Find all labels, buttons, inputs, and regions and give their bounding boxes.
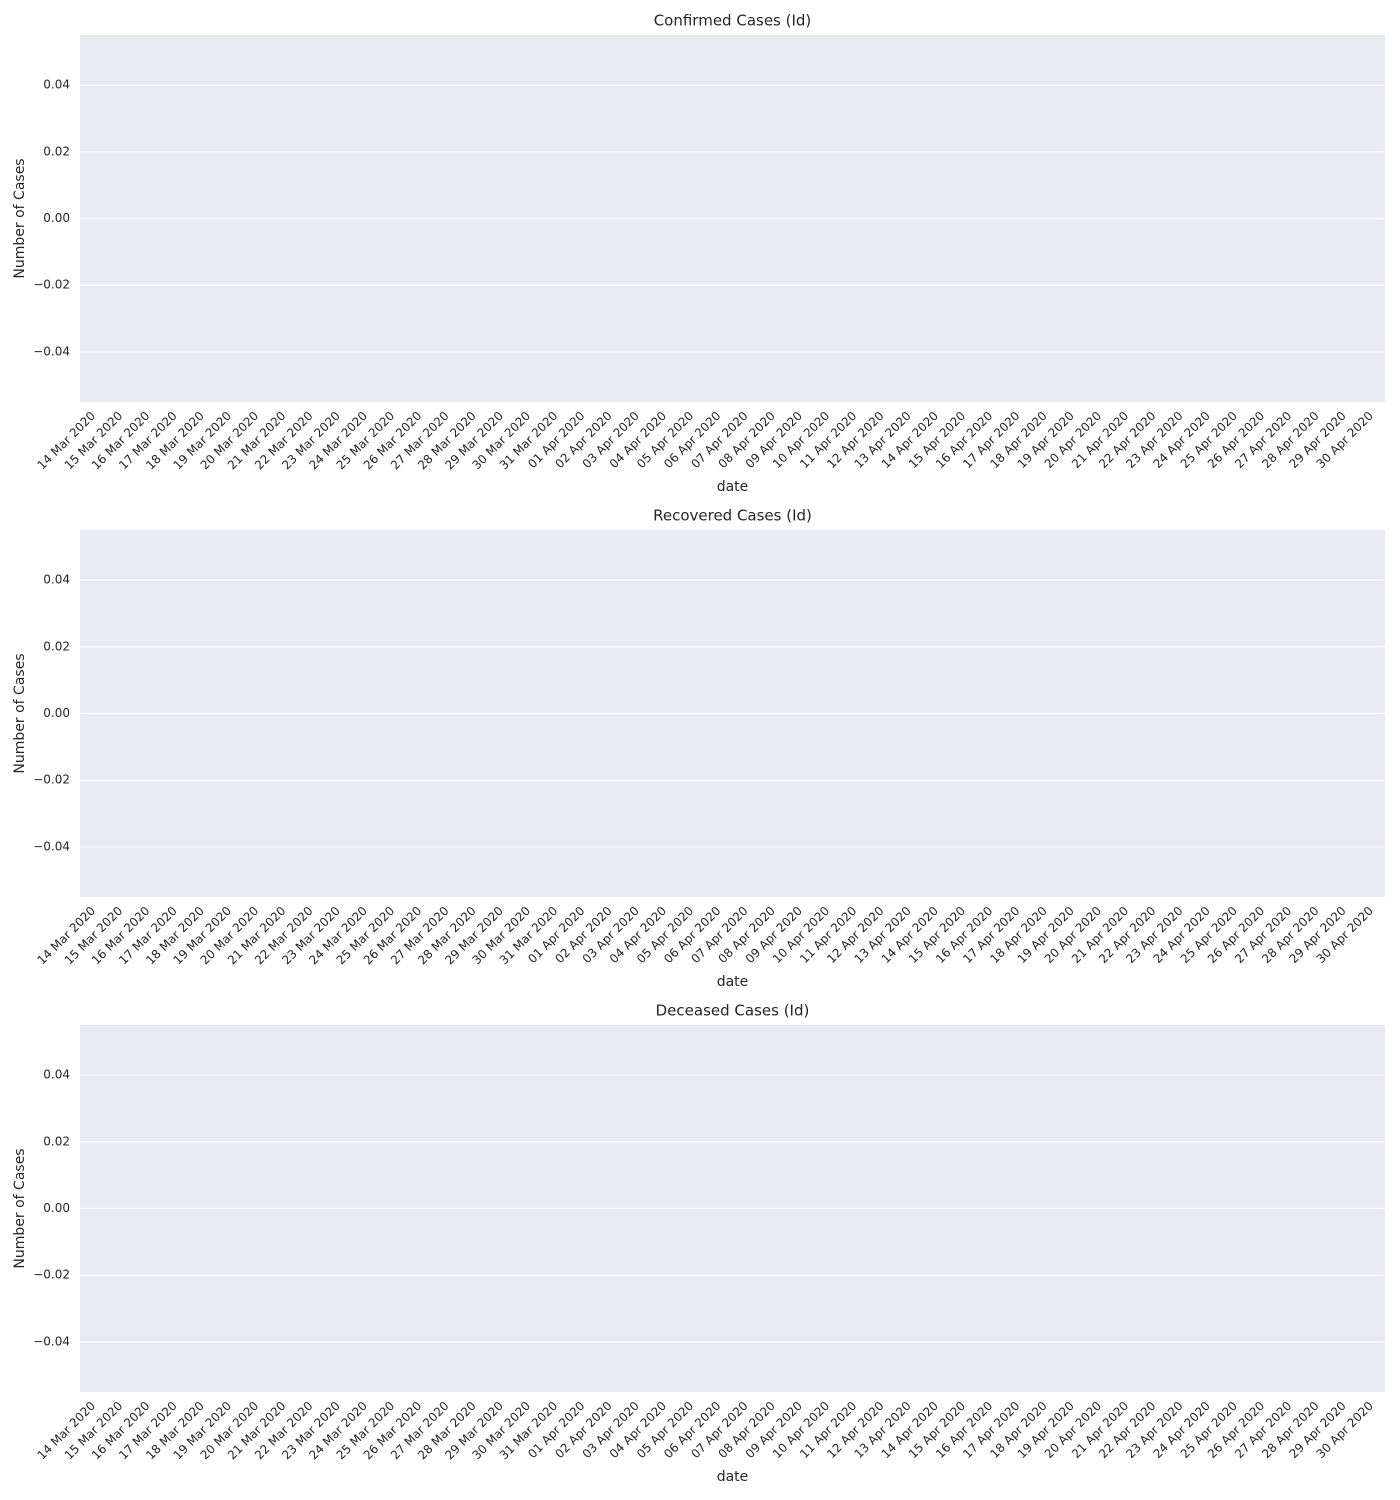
y-axis-label: Number of Cases [12,158,28,278]
x-axis-label: date [717,974,749,990]
chart-title: Recovered Cases (Id) [653,507,812,525]
y-tick-label: −0.02 [33,773,70,787]
y-tick-label: −0.04 [33,1334,70,1348]
chart-title: Confirmed Cases (Id) [654,12,812,30]
y-tick-label: 0.04 [43,1068,70,1082]
y-tick-label: −0.02 [33,1268,70,1282]
y-tick-label: −0.04 [33,839,70,853]
chart-title: Deceased Cases (Id) [656,1002,810,1020]
y-tick-label: 0.00 [43,706,70,720]
y-tick-label: −0.02 [33,278,70,292]
x-axis-label: date [717,479,749,495]
y-tick-label: 0.02 [43,1134,70,1148]
y-tick-label: 0.02 [43,639,70,653]
y-tick-label: 0.00 [43,211,70,225]
y-tick-label: 0.02 [43,144,70,158]
x-axis-label: date [717,1469,749,1485]
y-axis-label: Number of Cases [12,1148,28,1268]
y-tick-label: −0.04 [33,344,70,358]
y-tick-label: 0.04 [43,78,70,92]
y-tick-label: 0.04 [43,573,70,587]
y-axis-label: Number of Cases [12,653,28,773]
y-tick-label: 0.00 [43,1201,70,1215]
